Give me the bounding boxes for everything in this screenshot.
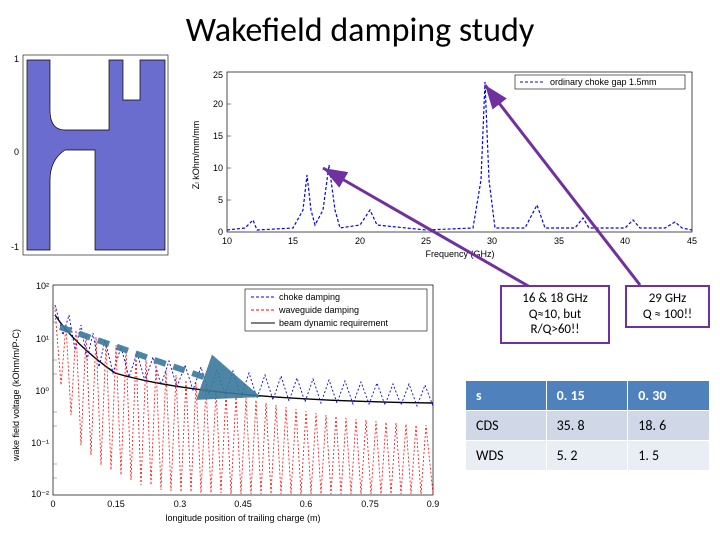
svg-text:0.75: 0.75 bbox=[361, 499, 379, 509]
table-cell: 5. 2 bbox=[546, 441, 628, 471]
svg-text:0.6: 0.6 bbox=[300, 499, 313, 509]
svg-text:0.45: 0.45 bbox=[234, 499, 252, 509]
legend-beam: beam dynamic requirement bbox=[279, 318, 389, 328]
annot-line: 29 GHz bbox=[635, 291, 700, 307]
svg-text:10¹: 10¹ bbox=[36, 334, 49, 344]
table-row: WDS 5. 2 1. 5 bbox=[466, 441, 710, 471]
results-table: s 0. 15 0. 30 CDS 35. 8 18. 6 WDS 5. 2 1… bbox=[465, 380, 710, 471]
svg-text:0: 0 bbox=[14, 147, 19, 157]
legend-waveguide: waveguide damping bbox=[278, 305, 359, 315]
svg-text:-1: -1 bbox=[11, 242, 19, 252]
geometry-profile: 1 0 -1 bbox=[5, 50, 175, 270]
legend-choke: choke damping bbox=[279, 292, 340, 302]
svg-text:10⁻¹: 10⁻¹ bbox=[31, 438, 49, 448]
annot-line: Q ≈ 100!! bbox=[635, 307, 700, 323]
annotation-box-29ghz: 29 GHz Q ≈ 100!! bbox=[625, 285, 710, 328]
table-cell: WDS bbox=[466, 441, 547, 471]
table-cell: 18. 6 bbox=[628, 411, 710, 441]
annotation-box-1618ghz: 16 & 18 GHz Q≈10, but R/Q>60!! bbox=[500, 285, 610, 344]
annot-line: Q≈10, but bbox=[510, 307, 600, 323]
wakefield-chart: choke damping waveguide damping beam dyn… bbox=[5, 275, 445, 525]
svg-text:10⁻²: 10⁻² bbox=[31, 489, 49, 499]
page-title: Wakefield damping study bbox=[0, 10, 720, 51]
svg-text:10²: 10² bbox=[36, 281, 49, 291]
svg-text:0.9: 0.9 bbox=[427, 499, 440, 509]
table-header: 0. 15 bbox=[546, 381, 628, 411]
svg-text:10⁰: 10⁰ bbox=[35, 386, 49, 396]
table-cell: 1. 5 bbox=[628, 441, 710, 471]
svg-text:1: 1 bbox=[14, 54, 19, 64]
table-cell: 35. 8 bbox=[546, 411, 628, 441]
table-row: CDS 35. 8 18. 6 bbox=[466, 411, 710, 441]
svg-text:0.15: 0.15 bbox=[107, 499, 125, 509]
bottom-chart-ylabel: wake field voltage (kOhm/m/P-C) bbox=[11, 329, 21, 462]
table-header: 0. 30 bbox=[628, 381, 710, 411]
svg-text:0.3: 0.3 bbox=[174, 499, 187, 509]
table-cell: CDS bbox=[466, 411, 547, 441]
annot-line: R/Q>60!! bbox=[510, 322, 600, 338]
annotation-arrows bbox=[185, 60, 705, 290]
svg-text:0: 0 bbox=[50, 499, 55, 509]
bottom-chart-xlabel: longitude position of trailing charge (m… bbox=[165, 513, 320, 523]
table-header: s bbox=[466, 381, 547, 411]
annot-line: 16 & 18 GHz bbox=[510, 291, 600, 307]
